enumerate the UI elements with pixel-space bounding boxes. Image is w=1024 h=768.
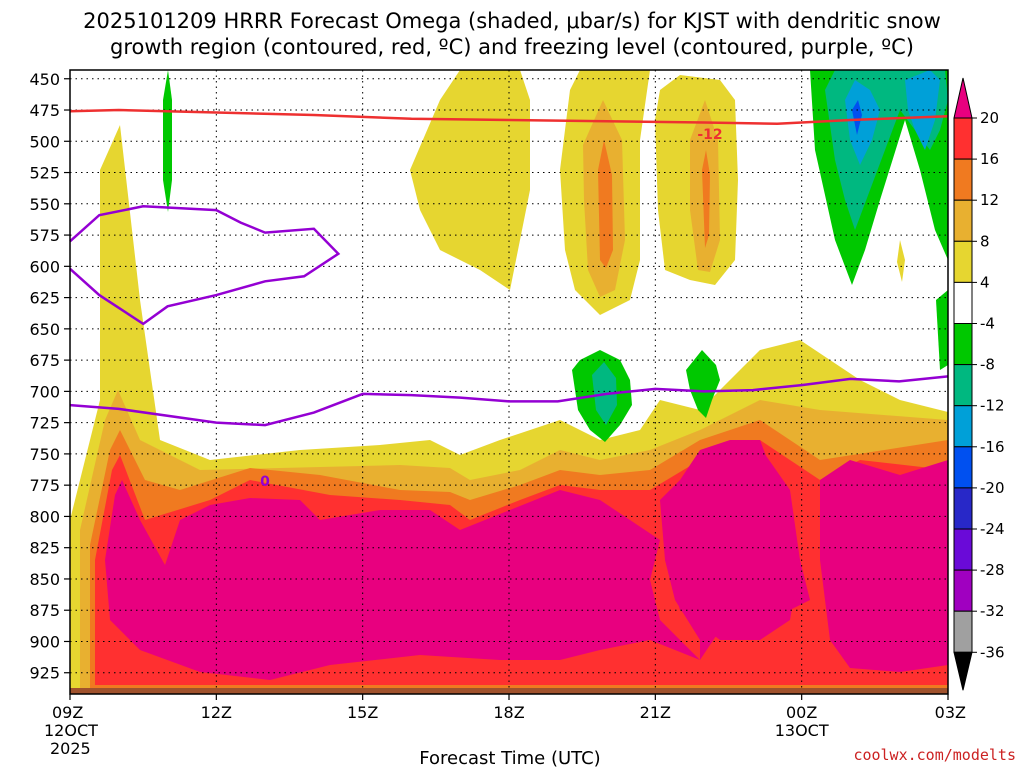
colorbar-label-3: 8 <box>980 232 990 250</box>
ground-bar <box>70 688 948 694</box>
dendritic-growth-contour <box>69 108 949 126</box>
colorbar-swatch-6 <box>953 323 973 366</box>
y-tick-label-725: 725 <box>29 414 60 433</box>
colorbar-swatch-1 <box>953 117 973 160</box>
colorbar-label-0: 20 <box>980 109 999 127</box>
x-tick-label-21Z: 21Z <box>640 703 671 722</box>
freezing-level-contour-lower <box>69 375 949 427</box>
x-tick-label-09Z: 09Z <box>52 703 83 722</box>
colorbar-swatch-7 <box>953 364 973 407</box>
chart-title-line-2: growth region (contoured, red, ºC) and f… <box>110 35 914 59</box>
colorbar-swatch-2 <box>953 158 973 201</box>
y-tick-label-875: 875 <box>29 601 60 620</box>
y-tick-label-500: 500 <box>29 132 60 151</box>
x-tick-label-00Z: 00Z <box>786 703 817 722</box>
x-tick-year-09Z: 2025 <box>50 739 91 758</box>
x-tick-label-18Z: 18Z <box>493 703 524 722</box>
colorbar-label-13: -36 <box>980 643 1005 661</box>
dendritic-growth-label: -12 <box>697 127 722 143</box>
colorbar-label-6: -8 <box>980 356 995 374</box>
y-tick-label-475: 475 <box>29 101 60 120</box>
y-tick-label-550: 550 <box>29 195 60 214</box>
colorbar: 20 16 12 8 4 -4 -8 -12 -16 -20 -24 -28 -32 -36 <box>953 77 1005 691</box>
colorbar-label-5: -4 <box>980 315 995 333</box>
colorbar-swatch-8 <box>953 405 973 448</box>
colorbar-label-10: -24 <box>980 520 1005 538</box>
y-tick-label-700: 700 <box>29 382 60 401</box>
y-tick-label-575: 575 <box>29 226 60 245</box>
colorbar-swatch-14 <box>953 651 973 691</box>
colorbar-swatch-5 <box>953 281 973 324</box>
y-tick-label-625: 625 <box>29 289 60 308</box>
x-tick-label-15Z: 15Z <box>347 703 378 722</box>
y-tick-label-525: 525 <box>29 164 60 183</box>
colorbar-label-11: -28 <box>980 561 1005 579</box>
colorbar-swatch-3 <box>953 199 973 242</box>
plot-area: -12 0 <box>69 69 949 695</box>
shade-neg16-neg20 <box>852 100 862 135</box>
x-tick-date-09Z: 12OCT <box>44 721 98 740</box>
colorbar-label-9: -20 <box>980 479 1005 497</box>
y-tick-label-600: 600 <box>29 257 60 276</box>
x-tick-date-00Z: 13OCT <box>775 721 829 740</box>
colorbar-swatch-12 <box>953 569 973 612</box>
freezing-level-contour-upper <box>69 205 341 326</box>
y-tick-label-800: 800 <box>29 507 60 526</box>
colorbar-label-8: -16 <box>980 438 1005 456</box>
colorbar-swatch-11 <box>953 528 973 571</box>
colorbar-swatch-10 <box>953 487 973 530</box>
colorbar-label-4: 4 <box>980 273 990 291</box>
x-tick-label-12Z: 12Z <box>201 703 232 722</box>
x-axis-label: Forecast Time (UTC) <box>419 748 600 768</box>
shade-above-20 <box>105 440 948 680</box>
colorbar-label-7: -12 <box>980 397 1005 415</box>
freezing-level-label: 0 <box>260 474 270 490</box>
x-tick-label-03Z: 03Z <box>935 703 966 722</box>
y-tick-label-925: 925 <box>29 664 60 683</box>
y-tick-label-825: 825 <box>29 539 60 558</box>
y-tick-label-900: 900 <box>29 632 60 651</box>
colorbar-swatch-4 <box>953 240 973 283</box>
colorbar-swatch-13 <box>953 610 973 653</box>
y-tick-label-675: 675 <box>29 351 60 370</box>
y-axis: 450 475 500 525 550 575 600 625 650 675 700 725 750 7… <box>29 70 70 683</box>
y-tick-label-775: 775 <box>29 476 60 495</box>
chart-title-line-1: 2025101209 HRRR Forecast Omega (shaded, … <box>83 9 941 33</box>
colorbar-swatch-9 <box>953 446 973 489</box>
y-tick-label-650: 650 <box>29 320 60 339</box>
colorbar-label-12: -32 <box>980 602 1005 620</box>
credit-text: coolwx.com/modelts <box>853 746 1016 764</box>
y-tick-label-750: 750 <box>29 445 60 464</box>
colorbar-label-1: 16 <box>980 150 999 168</box>
gridlines <box>69 70 949 694</box>
y-tick-label-850: 850 <box>29 570 60 589</box>
y-tick-label-450: 450 <box>29 70 60 89</box>
colorbar-swatch-0 <box>953 77 973 119</box>
colorbar-label-2: 12 <box>980 191 999 209</box>
